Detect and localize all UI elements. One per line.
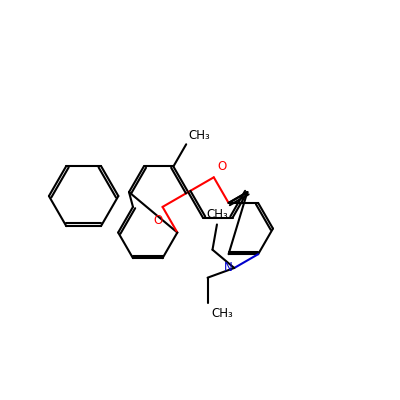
Text: CH₃: CH₃: [212, 307, 233, 320]
Text: O: O: [153, 214, 162, 227]
Text: O: O: [218, 160, 227, 172]
Text: CH₃: CH₃: [188, 129, 210, 142]
Text: CH₃: CH₃: [206, 208, 228, 220]
Text: N: N: [224, 262, 232, 274]
